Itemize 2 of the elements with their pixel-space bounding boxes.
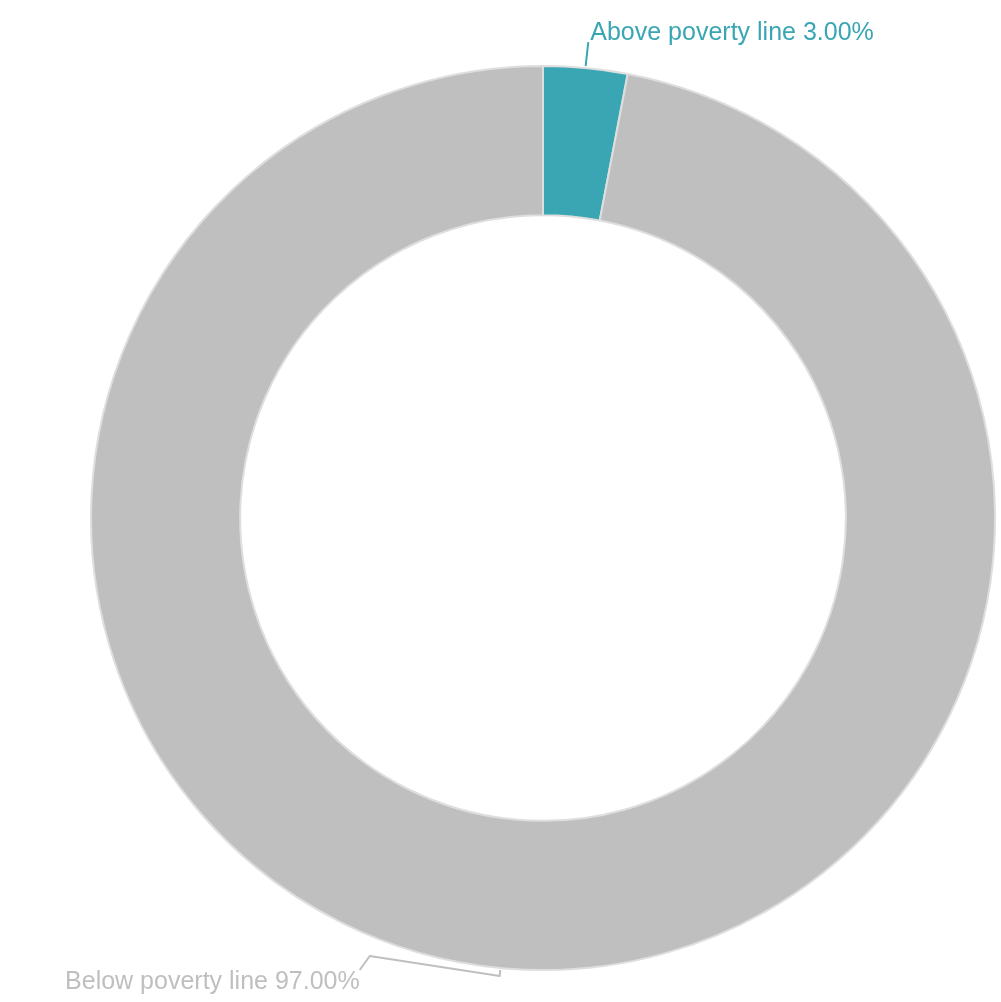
slice-label: Below poverty line 97.00% [65, 966, 360, 995]
slice-label: Above poverty line 3.00% [590, 17, 874, 46]
